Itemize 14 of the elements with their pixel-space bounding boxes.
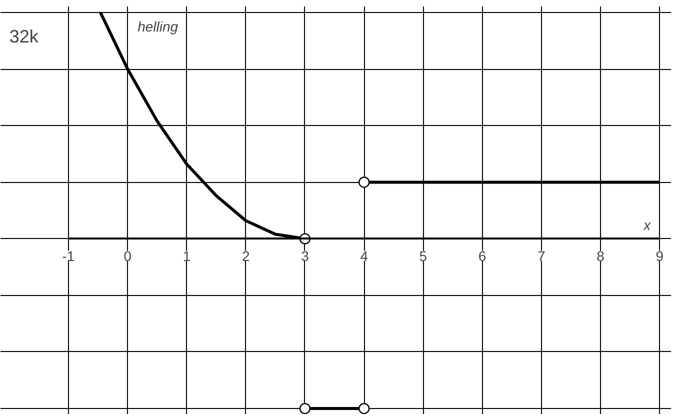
x-tick-label: 0: [124, 248, 132, 264]
x-tick-label: -1: [62, 248, 75, 264]
text: 32k: [9, 26, 40, 46]
x-tick-label: 8: [596, 248, 605, 264]
x-axis-title: x: [642, 216, 652, 233]
x-tick-label: 1: [182, 248, 191, 264]
x-tick-label: 3: [301, 248, 310, 264]
x-tick-label: 2: [242, 248, 250, 264]
x-tick-label: 5: [419, 248, 428, 264]
x-tick-label: 4: [360, 248, 368, 264]
y-axis-title: helling: [138, 18, 178, 34]
x-tick-label: 6: [478, 248, 486, 264]
x-tick-label: 9: [656, 248, 664, 264]
x-tick-label: 7: [538, 248, 546, 264]
